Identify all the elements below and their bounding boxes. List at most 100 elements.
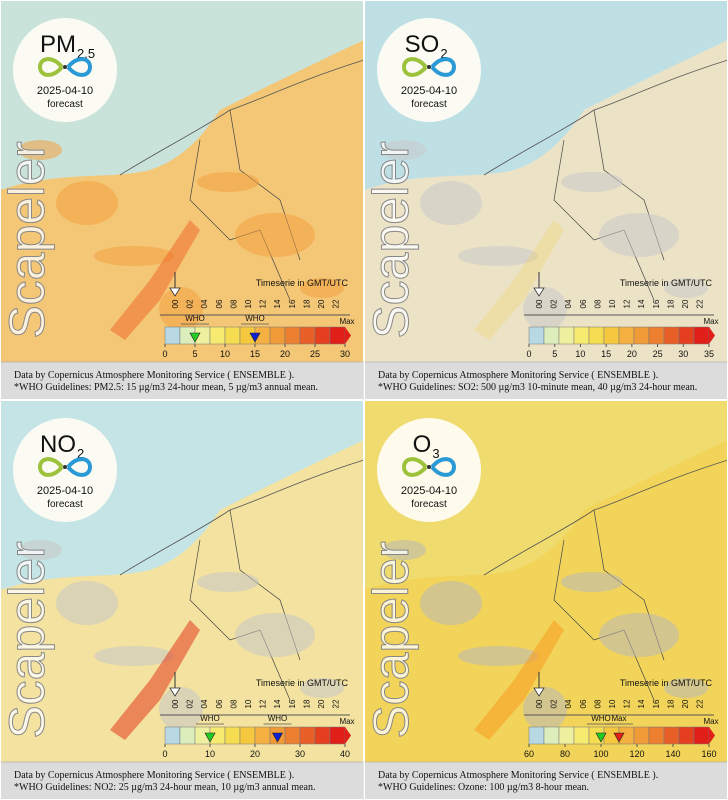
scale-tick-label: 20 xyxy=(627,349,637,359)
scale-max-label: Max xyxy=(339,317,354,326)
logo-left xyxy=(401,457,428,477)
map-blob xyxy=(197,572,259,592)
hour-label: 16 xyxy=(288,699,297,708)
caption-line: Data by Copernicus Atmosphere Monitoring… xyxy=(378,770,658,781)
scale-swatch xyxy=(663,326,680,345)
pollutant-title: PM xyxy=(40,31,76,58)
scale-tick-label: 160 xyxy=(701,749,716,759)
pollutant-subscript: 3 xyxy=(432,446,439,461)
scale-swatch xyxy=(164,726,181,745)
scale-tick-label: 0 xyxy=(162,749,167,759)
hour-label: 08 xyxy=(229,299,238,308)
logo-dot xyxy=(427,465,431,469)
scale-tick-label: 80 xyxy=(560,749,570,759)
hour-label: 20 xyxy=(681,699,690,708)
hour-label: 14 xyxy=(273,699,282,708)
hotspot xyxy=(110,620,200,740)
pollutant-subscript: 2 xyxy=(440,46,447,61)
hour-label: 00 xyxy=(535,299,544,308)
hour-label: 06 xyxy=(215,299,224,308)
hour-label: 06 xyxy=(579,299,588,308)
hotspot xyxy=(474,620,564,740)
timeserie-label: Timeserie in GMT/UTC xyxy=(620,278,713,288)
who-label: WHO xyxy=(591,714,611,723)
forecast-date: 2025-04-10 xyxy=(37,485,93,497)
hour-label: 12 xyxy=(259,699,268,708)
scale-tick-label: 30 xyxy=(295,749,305,759)
scale-max-arrow xyxy=(345,727,351,744)
hour-label: 02 xyxy=(186,299,195,308)
hour-label: 22 xyxy=(696,699,705,708)
timeserie-label: Timeserie in GMT/UTC xyxy=(256,278,349,288)
hour-label: 10 xyxy=(608,299,617,308)
scale-swatch xyxy=(209,326,226,345)
forecast-date: 2025-04-10 xyxy=(401,85,457,97)
pollutant-title: O xyxy=(413,431,432,458)
map-blob xyxy=(300,678,344,698)
scale-swatch xyxy=(648,726,665,745)
who-marker xyxy=(189,332,201,343)
scale-tick-label: 5 xyxy=(552,349,557,359)
scale-tick-label: 25 xyxy=(653,349,663,359)
scale-swatch xyxy=(693,326,710,345)
map-blob xyxy=(523,687,567,731)
caption-line: *WHO Guidelines: Ozone: 100 µg/m3 8-hour… xyxy=(378,782,589,793)
who-marker xyxy=(249,332,261,343)
forecast-status: forecast xyxy=(47,499,83,510)
hour-label: 10 xyxy=(608,699,617,708)
map-blob xyxy=(561,172,623,192)
map-blob xyxy=(382,540,426,560)
caption-line: Data by Copernicus Atmosphere Monitoring… xyxy=(378,370,658,381)
badge xyxy=(13,418,117,522)
hour-label: 12 xyxy=(259,299,268,308)
scale-tick-label: 0 xyxy=(162,349,167,359)
panel: SO 2 2025-04-10 forecast Scapeler Timeserie i… xyxy=(363,0,728,401)
scale-tick-label: 100 xyxy=(593,749,608,759)
time-pointer xyxy=(169,687,181,697)
caption-box xyxy=(0,361,365,401)
who-marker xyxy=(613,732,625,743)
scale-swatch xyxy=(164,326,181,345)
hour-label: 14 xyxy=(273,299,282,308)
scale-swatch xyxy=(254,726,271,745)
forecast-date: 2025-04-10 xyxy=(401,485,457,497)
scale-swatch xyxy=(314,326,331,345)
hour-label: 04 xyxy=(200,699,209,708)
scale-swatch xyxy=(543,726,560,745)
scale-tick-label: 10 xyxy=(575,349,585,359)
hour-label: 06 xyxy=(215,699,224,708)
map-blob xyxy=(159,287,203,331)
scale-swatch xyxy=(588,326,605,345)
map-blob xyxy=(382,140,426,160)
panel: O 3 2025-04-10 forecast Scapeler Timeserie in… xyxy=(363,400,728,800)
scale-max-label: Max xyxy=(339,717,354,726)
scale-swatch xyxy=(633,726,650,745)
scale-swatch xyxy=(648,326,665,345)
scale-swatch xyxy=(573,726,590,745)
watermark: Scapeler xyxy=(0,141,55,338)
map-blob xyxy=(300,278,344,298)
hour-label: 12 xyxy=(623,299,632,308)
who-label: Max xyxy=(611,714,626,723)
map-blob xyxy=(56,581,118,625)
logo-right xyxy=(66,57,93,77)
pollutant-subscript: 2 xyxy=(77,446,84,461)
scale-swatch xyxy=(528,326,545,345)
who-label: WHO xyxy=(200,714,220,723)
hour-label: 08 xyxy=(593,299,602,308)
map-blob xyxy=(420,581,482,625)
scale-swatch xyxy=(239,726,256,745)
scale-swatch xyxy=(284,726,301,745)
hour-label: 16 xyxy=(288,299,297,308)
pollutant-title: SO xyxy=(405,31,440,58)
map-blob xyxy=(664,678,708,698)
logo-dot xyxy=(427,65,431,69)
time-pointer xyxy=(533,287,545,297)
scale-max-arrow xyxy=(709,327,715,344)
scale-swatch xyxy=(329,726,346,745)
scale-swatch xyxy=(558,326,575,345)
scale-tick-label: 35 xyxy=(704,349,714,359)
scale-swatch xyxy=(224,726,241,745)
hour-label: 18 xyxy=(302,299,311,308)
